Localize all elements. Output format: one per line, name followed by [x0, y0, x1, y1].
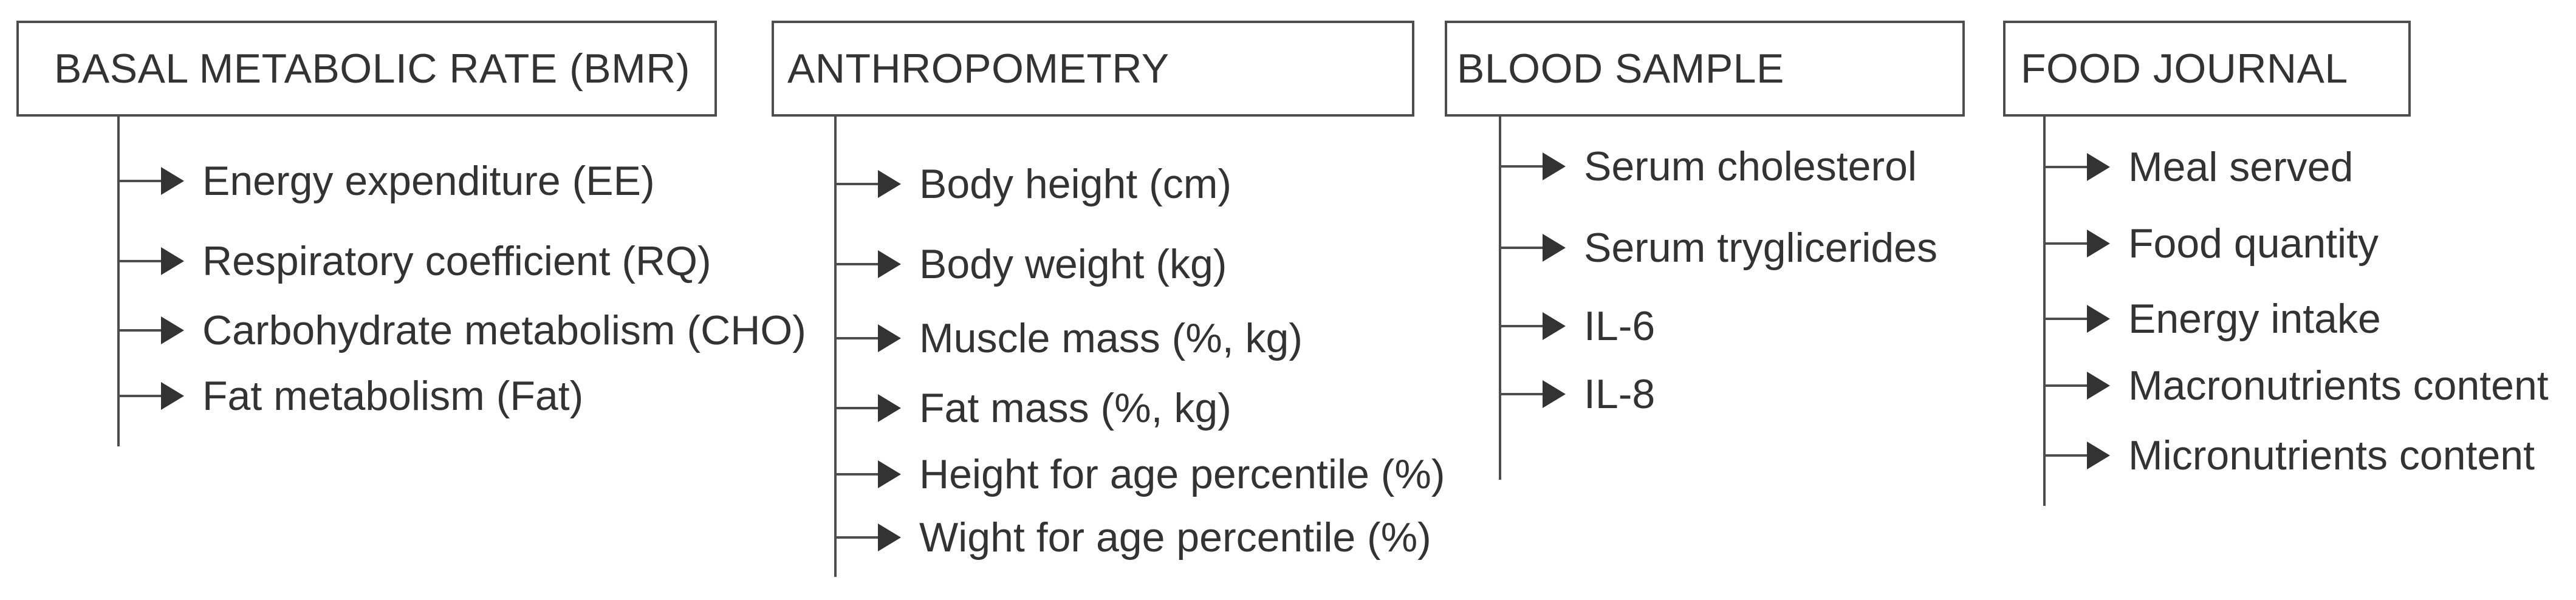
category-box-bmr: BASAL METABOLIC RATE (BMR) — [16, 21, 717, 117]
arrow-shaft — [2043, 242, 2087, 245]
arrow-shaft — [117, 395, 161, 397]
item-label: Meal served — [2128, 144, 2354, 190]
item-label: Serum cholesterol — [1584, 143, 1917, 189]
list-item: Carbohydrate metabolism (CHO) — [117, 303, 806, 358]
list-item: Muscle mass (%, kg) — [834, 311, 1303, 366]
item-label: Muscle mass (%, kg) — [919, 315, 1303, 361]
connector-line — [2043, 115, 2046, 506]
arrow-shaft — [117, 180, 161, 182]
arrow-shaft — [1499, 325, 1543, 327]
category-box-anthropometry: ANTHROPOMETRY — [772, 21, 1414, 117]
arrow-right-icon — [2087, 305, 2110, 333]
arrow-shaft — [2043, 454, 2087, 457]
category-title: BLOOD SAMPLE — [1457, 46, 1784, 92]
item-label: Body height (cm) — [919, 161, 1231, 207]
connector-line — [834, 115, 837, 577]
item-label: Fat metabolism (Fat) — [202, 373, 584, 419]
list-item: Meal served — [2043, 140, 2353, 194]
list-item: Body height (cm) — [834, 157, 1231, 211]
item-label: IL-8 — [1584, 371, 1656, 417]
arrow-right-icon — [2087, 372, 2110, 400]
item-label: IL-6 — [1584, 303, 1656, 349]
arrow-shaft — [1499, 165, 1543, 168]
arrow-right-icon — [878, 460, 901, 488]
arrow-right-icon — [1543, 234, 1566, 262]
category-box-blood-sample: BLOOD SAMPLE — [1445, 21, 1965, 117]
connector-line — [1499, 115, 1501, 480]
item-label: Respiratory coefficient (RQ) — [202, 238, 711, 284]
arrow-right-icon — [2087, 153, 2110, 181]
list-item: IL-6 — [1499, 299, 1655, 353]
arrow-right-icon — [1543, 152, 1566, 180]
list-item: Wight for age percentile (%) — [834, 510, 1431, 565]
category-title: FOOD JOURNAL — [2021, 46, 2348, 92]
arrow-shaft — [117, 329, 161, 332]
arrow-shaft — [834, 183, 878, 185]
arrow-right-icon — [161, 316, 184, 344]
item-label: Food quantity — [2128, 220, 2379, 267]
list-item: Macronutrients content — [2043, 358, 2549, 413]
arrow-right-icon — [161, 167, 184, 195]
item-label: Energy expenditure (EE) — [202, 158, 655, 204]
arrow-shaft — [834, 263, 878, 265]
item-label: Energy intake — [2128, 296, 2381, 342]
list-item: Height for age percentile (%) — [834, 447, 1445, 502]
arrow-right-icon — [1543, 380, 1566, 408]
arrow-shaft — [117, 260, 161, 262]
arrow-right-icon — [161, 382, 184, 410]
arrow-shaft — [2043, 384, 2087, 387]
connector-line — [117, 115, 120, 446]
list-item: Body weight (kg) — [834, 237, 1227, 291]
arrow-shaft — [1499, 247, 1543, 249]
arrow-shaft — [834, 407, 878, 409]
item-label: Serum tryglicerides — [1584, 225, 1937, 271]
arrow-right-icon — [161, 247, 184, 275]
item-label: Wight for age percentile (%) — [919, 514, 1431, 561]
arrow-shaft — [1499, 393, 1543, 395]
category-box-food-journal: FOOD JOURNAL — [2003, 21, 2411, 117]
list-item: Micronutrients content — [2043, 428, 2535, 483]
item-label: Fat mass (%, kg) — [919, 385, 1231, 431]
arrow-right-icon — [878, 324, 901, 352]
list-item: IL-8 — [1499, 367, 1655, 421]
item-label: Height for age percentile (%) — [919, 451, 1445, 497]
arrow-shaft — [834, 536, 878, 539]
list-item: Respiratory coefficient (RQ) — [117, 234, 711, 288]
arrow-right-icon — [878, 523, 901, 551]
list-item: Food quantity — [2043, 216, 2379, 271]
list-item: Energy expenditure (EE) — [117, 154, 655, 208]
list-item: Serum tryglicerides — [1499, 220, 1937, 275]
arrow-right-icon — [1543, 312, 1566, 340]
item-label: Macronutrients content — [2128, 363, 2549, 409]
category-title: BASAL METABOLIC RATE (BMR) — [54, 46, 691, 92]
arrow-right-icon — [878, 394, 901, 422]
list-item: Fat metabolism (Fat) — [117, 369, 583, 423]
item-label: Micronutrients content — [2128, 432, 2535, 479]
arrow-right-icon — [2087, 441, 2110, 469]
category-title: ANTHROPOMETRY — [787, 46, 1170, 92]
item-label: Carbohydrate metabolism (CHO) — [202, 307, 806, 353]
list-item: Energy intake — [2043, 291, 2381, 346]
list-item: Serum cholesterol — [1499, 139, 1917, 194]
arrow-shaft — [834, 337, 878, 339]
arrow-shaft — [834, 473, 878, 476]
arrow-right-icon — [2087, 230, 2110, 257]
item-label: Body weight (kg) — [919, 241, 1227, 287]
arrow-shaft — [2043, 166, 2087, 168]
arrow-right-icon — [878, 170, 901, 198]
arrow-shaft — [2043, 318, 2087, 320]
arrow-right-icon — [878, 250, 901, 278]
list-item: Fat mass (%, kg) — [834, 381, 1231, 435]
